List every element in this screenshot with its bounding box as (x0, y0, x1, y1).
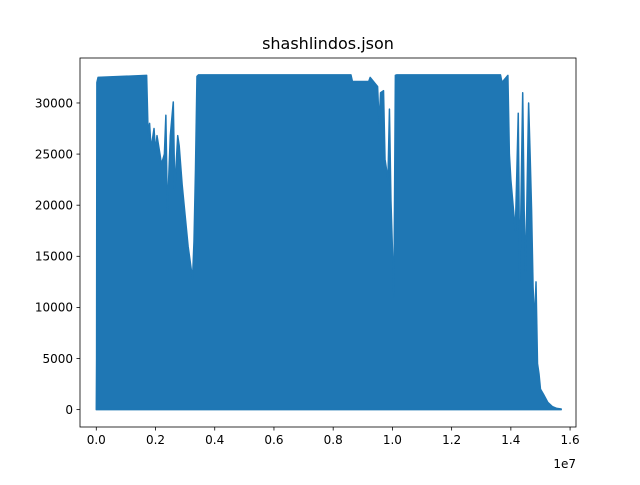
chart-title: shashlindos.json (262, 34, 394, 53)
x-tick-label: 0.8 (324, 433, 343, 447)
y-tick-label: 30000 (35, 96, 73, 110)
y-axis: 0 5000 10000 15000 20000 25000 30000 (35, 96, 80, 417)
x-tick-label: 1.0 (383, 433, 402, 447)
y-tick-label: 25000 (35, 147, 73, 161)
x-tick-label: 0.4 (205, 433, 224, 447)
y-tick-label: 15000 (35, 250, 73, 264)
plot-layer (95, 74, 562, 411)
plot-frame (79, 57, 577, 428)
x-tick-label: 0.2 (146, 433, 165, 447)
x-tick-label: 1.4 (501, 433, 520, 447)
series-0-area (95, 74, 562, 411)
x-tick-label: 0.0 (87, 433, 106, 447)
x-offset-label: 1e7 (553, 457, 576, 471)
x-tick-label: 0.6 (264, 433, 283, 447)
x-tick-label: 1.6 (561, 433, 580, 447)
x-axis: 0.0 0.2 0.4 0.6 0.8 1.0 1.2 1.4 1.6 (87, 427, 580, 447)
y-tick-label: 5000 (42, 352, 73, 366)
y-tick-label: 10000 (35, 301, 73, 315)
x-tick-label: 1.2 (442, 433, 461, 447)
y-tick-label: 0 (65, 403, 73, 417)
y-tick-label: 20000 (35, 198, 73, 212)
